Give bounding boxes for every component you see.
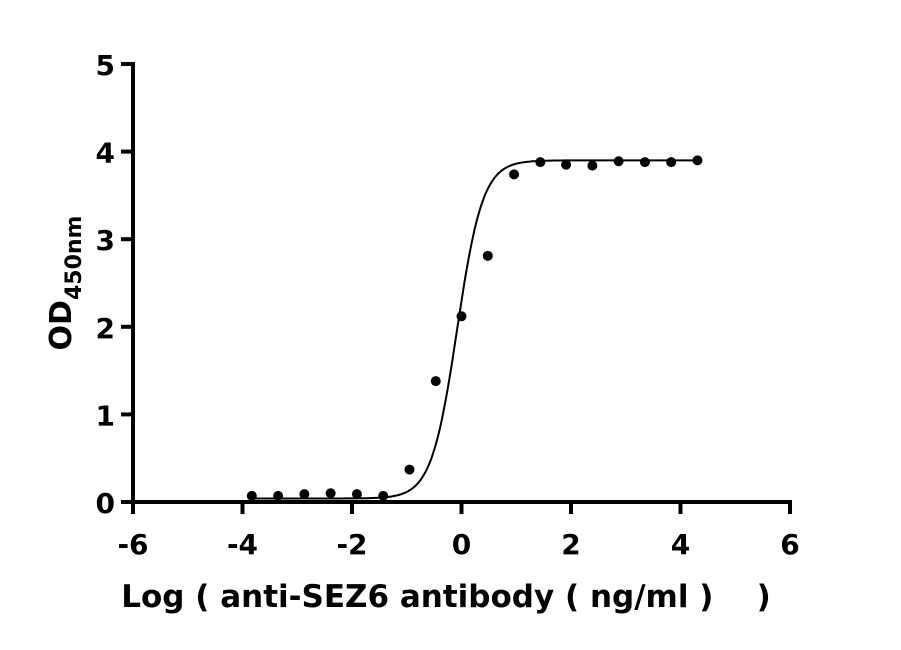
y-tick-label: 1 — [96, 399, 115, 432]
data-point — [535, 157, 546, 168]
x-tick-label: 4 — [671, 528, 690, 561]
data-point — [378, 490, 389, 501]
x-tick-label: 6 — [780, 528, 799, 561]
y-tick-label: 5 — [96, 49, 115, 82]
y-tick-label: 2 — [96, 312, 115, 345]
data-point — [430, 376, 441, 387]
data-point — [692, 155, 703, 166]
y-tick-label: 3 — [96, 224, 115, 257]
data-point — [666, 157, 677, 168]
data-point — [351, 489, 362, 500]
data-point — [299, 489, 310, 500]
data-point — [325, 488, 336, 499]
data-point — [561, 159, 572, 170]
tick-labels: -6 -4 -2 0 2 4 6 0 1 2 3 4 5 — [96, 49, 800, 561]
y-axis-label: OD450nm — [44, 216, 87, 351]
data-points — [246, 155, 703, 501]
data-point — [246, 490, 257, 501]
fit-curve — [251, 159, 698, 500]
axes — [121, 62, 792, 514]
x-tick-label: 0 — [452, 528, 471, 561]
data-point — [456, 311, 467, 322]
y-tick-label: 4 — [96, 137, 115, 170]
x-axis-label: Log ( anti-SEZ6 antibody ( ng/ml ) ) — [121, 579, 771, 615]
data-point — [404, 464, 415, 475]
x-tick-label: -2 — [336, 528, 367, 561]
data-point — [273, 490, 284, 501]
data-point — [613, 156, 624, 167]
data-point — [482, 250, 493, 261]
data-point — [639, 157, 650, 168]
data-point — [509, 169, 520, 180]
x-tick-label: -6 — [117, 528, 148, 561]
data-point — [587, 160, 598, 171]
x-tick-label: 2 — [561, 528, 580, 561]
x-tick-label: -4 — [227, 528, 258, 561]
y-tick-label: 0 — [96, 487, 115, 520]
